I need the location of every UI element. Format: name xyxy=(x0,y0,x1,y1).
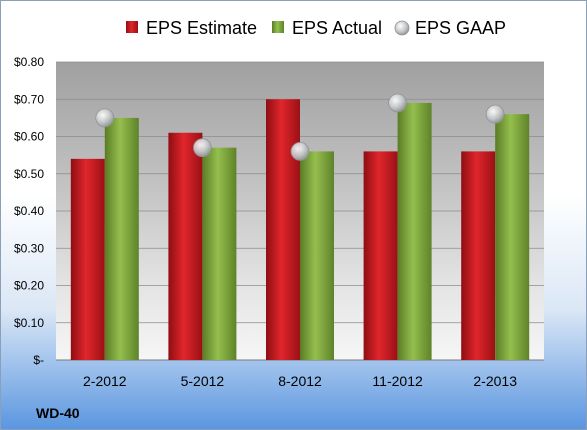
gaap-points xyxy=(95,93,505,161)
y-tick-label: $0.50 xyxy=(14,167,44,181)
y-tick-label: $0.20 xyxy=(14,279,44,293)
bar-eps-actual xyxy=(104,117,139,360)
bars xyxy=(70,99,530,361)
legend-label-estimate: EPS Estimate xyxy=(146,18,257,38)
y-tick-label: $0.10 xyxy=(14,316,44,330)
bar-eps-estimate xyxy=(168,132,203,360)
legend-label-actual: EPS Actual xyxy=(292,18,382,38)
x-category-label: 2-2012 xyxy=(83,373,127,389)
point-eps-gaap xyxy=(95,108,115,128)
point-eps-gaap xyxy=(290,141,310,161)
point-eps-gaap xyxy=(192,138,212,158)
point-eps-gaap xyxy=(388,93,408,113)
y-tick-label: $- xyxy=(33,353,44,367)
y-tick-label: $0.40 xyxy=(14,204,44,218)
x-category-label: 11-2012 xyxy=(372,373,423,389)
legend-swatch-actual xyxy=(272,21,284,33)
bar-eps-estimate xyxy=(70,158,105,360)
bar-eps-estimate xyxy=(461,151,496,360)
bar-eps-actual xyxy=(202,147,237,360)
y-tick-label: $0.30 xyxy=(14,241,44,255)
bar-eps-actual xyxy=(495,114,530,361)
legend: EPS Estimate EPS Actual EPS GAAP xyxy=(126,18,506,38)
bar-eps-actual xyxy=(397,102,432,360)
bar-eps-estimate xyxy=(363,151,398,360)
y-tick-label: $0.80 xyxy=(14,55,44,69)
y-tick-label: $0.60 xyxy=(14,130,44,144)
legend-label-gaap: EPS GAAP xyxy=(415,18,506,38)
legend-swatch-gaap xyxy=(394,20,410,36)
bar-eps-estimate xyxy=(266,99,300,360)
ticker-label: WD-40 xyxy=(36,405,80,421)
y-axis-ticks: $- $0.10 $0.20 $0.30 $0.40 $0.50 $0.60 $0.70 $0.… xyxy=(14,55,44,367)
bar-eps-actual xyxy=(300,151,334,360)
x-category-label: 2-2013 xyxy=(473,373,517,389)
y-tick-label: $0.70 xyxy=(14,92,44,106)
x-category-label: 8-2012 xyxy=(278,373,322,389)
legend-swatch-estimate xyxy=(126,21,138,33)
x-category-label: 5-2012 xyxy=(181,373,225,389)
point-eps-gaap xyxy=(485,104,505,124)
x-axis-categories: 2-2012 5-2012 8-2012 11-2012 2-2013 xyxy=(83,373,517,389)
